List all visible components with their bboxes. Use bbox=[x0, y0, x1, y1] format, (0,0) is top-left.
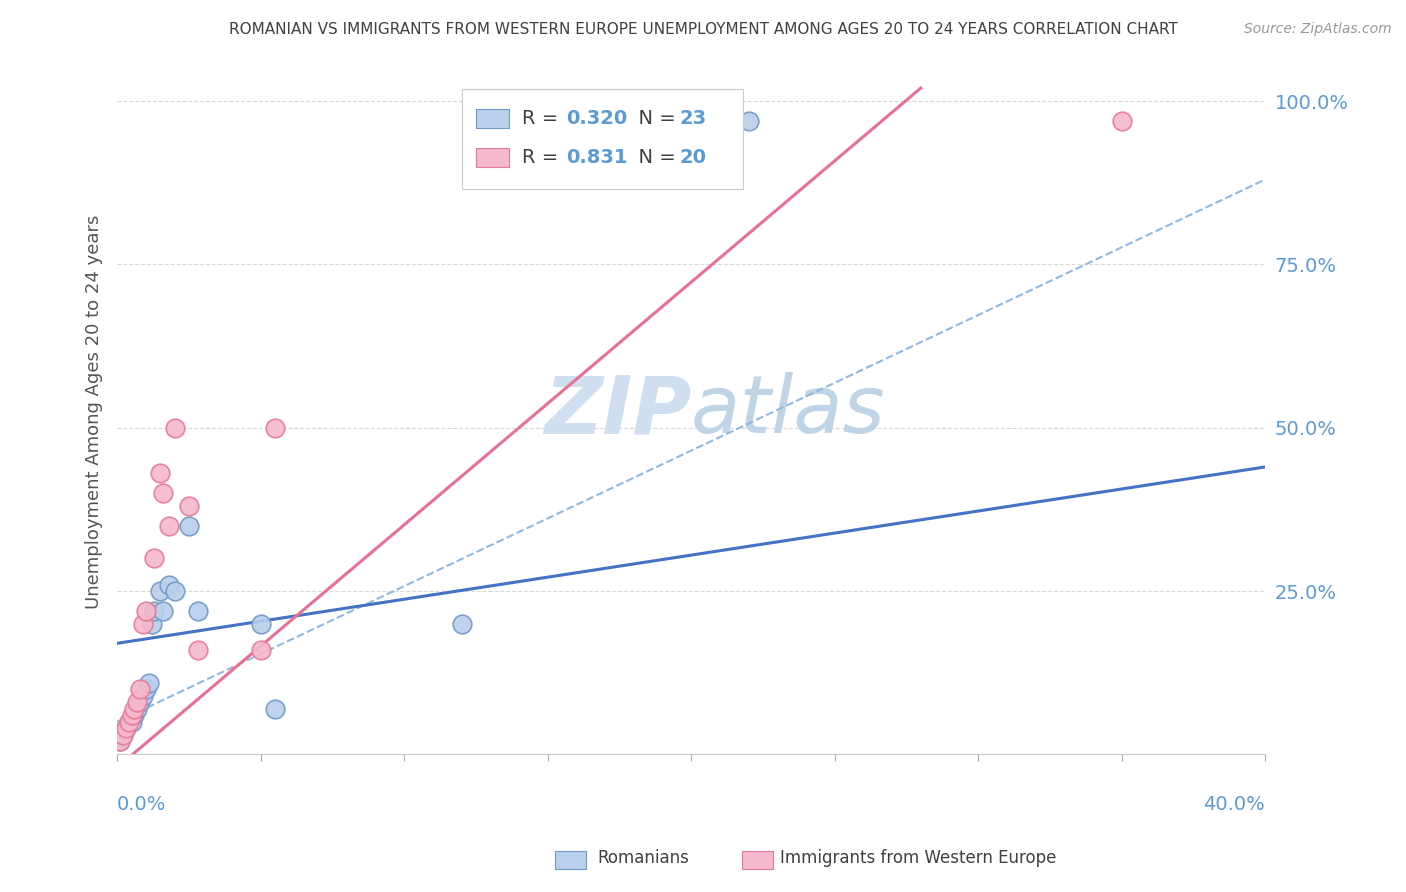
Point bbox=[129, 681, 152, 696]
Point bbox=[264, 701, 287, 715]
Text: 0.831: 0.831 bbox=[567, 148, 627, 167]
Point bbox=[127, 701, 149, 715]
Text: 0.0%: 0.0% bbox=[117, 796, 166, 814]
FancyBboxPatch shape bbox=[461, 89, 742, 188]
Point bbox=[737, 113, 759, 128]
Point bbox=[1111, 113, 1133, 128]
Point bbox=[132, 616, 155, 631]
Point bbox=[249, 643, 271, 657]
Text: Source: ZipAtlas.com: Source: ZipAtlas.com bbox=[1244, 22, 1392, 37]
Point bbox=[186, 643, 208, 657]
Point bbox=[121, 708, 143, 723]
Point bbox=[163, 584, 186, 599]
FancyBboxPatch shape bbox=[477, 109, 509, 128]
Point bbox=[118, 714, 141, 729]
Point bbox=[135, 681, 157, 696]
Text: Romanians: Romanians bbox=[598, 849, 689, 867]
Point bbox=[186, 604, 208, 618]
Point bbox=[135, 604, 157, 618]
Point bbox=[152, 604, 174, 618]
Point bbox=[111, 728, 134, 742]
Point bbox=[114, 721, 136, 735]
Point bbox=[143, 551, 166, 566]
Point bbox=[121, 714, 143, 729]
Point bbox=[111, 728, 134, 742]
Point bbox=[143, 604, 166, 618]
Point bbox=[163, 421, 186, 435]
Point bbox=[149, 584, 172, 599]
FancyBboxPatch shape bbox=[477, 148, 509, 168]
Point bbox=[118, 714, 141, 729]
Text: N =: N = bbox=[626, 109, 682, 128]
Point bbox=[177, 518, 200, 533]
Point bbox=[157, 577, 180, 591]
Point bbox=[249, 616, 271, 631]
Point bbox=[157, 518, 180, 533]
Text: R =: R = bbox=[523, 109, 565, 128]
Point bbox=[129, 695, 152, 709]
Text: 20: 20 bbox=[679, 148, 707, 167]
Text: N =: N = bbox=[626, 148, 682, 167]
Point bbox=[177, 499, 200, 513]
Point bbox=[127, 695, 149, 709]
Point bbox=[132, 689, 155, 703]
Text: 0.320: 0.320 bbox=[567, 109, 627, 128]
Text: atlas: atlas bbox=[692, 373, 886, 450]
Point bbox=[114, 721, 136, 735]
Point bbox=[124, 708, 146, 723]
Point bbox=[124, 701, 146, 715]
Y-axis label: Unemployment Among Ages 20 to 24 years: Unemployment Among Ages 20 to 24 years bbox=[86, 214, 103, 608]
Point bbox=[152, 486, 174, 500]
Text: ZIP: ZIP bbox=[544, 373, 692, 450]
Point bbox=[108, 734, 131, 748]
Text: 40.0%: 40.0% bbox=[1204, 796, 1265, 814]
Point bbox=[450, 616, 472, 631]
Point bbox=[138, 675, 160, 690]
Point bbox=[108, 734, 131, 748]
Point bbox=[141, 616, 163, 631]
Text: Immigrants from Western Europe: Immigrants from Western Europe bbox=[780, 849, 1057, 867]
Text: ROMANIAN VS IMMIGRANTS FROM WESTERN EUROPE UNEMPLOYMENT AMONG AGES 20 TO 24 YEAR: ROMANIAN VS IMMIGRANTS FROM WESTERN EURO… bbox=[229, 22, 1177, 37]
Text: R =: R = bbox=[523, 148, 565, 167]
Point bbox=[149, 467, 172, 481]
Point bbox=[264, 421, 287, 435]
Text: 23: 23 bbox=[679, 109, 707, 128]
